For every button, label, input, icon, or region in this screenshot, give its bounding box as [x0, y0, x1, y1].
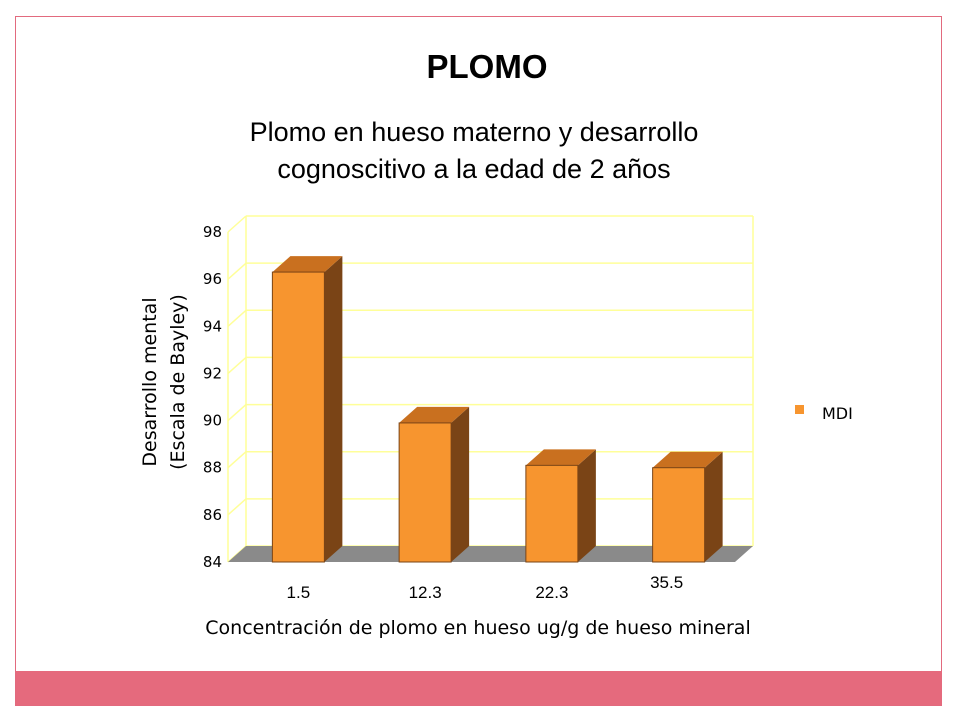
x-category-label: 35.5 [650, 573, 683, 592]
gridline-side [227, 262, 247, 280]
y-axis-title-line-2: (Escala de Bayley) [167, 294, 189, 470]
y-tick-label: 96 [203, 270, 222, 288]
gridline-side [227, 451, 247, 469]
gridline-side [227, 404, 247, 422]
x-axis-title: Concentración de plomo en hueso ug/g de … [205, 617, 750, 639]
slide-subtitle: Plomo en hueso materno y desarrollo cogn… [160, 114, 788, 188]
bar-top [525, 449, 596, 466]
y-tick-label: 94 [203, 317, 222, 335]
slide-bottom-band [16, 671, 942, 705]
y-axis-title-line-1: Desarrollo mental [139, 297, 161, 466]
y-tick-label: 90 [203, 412, 222, 430]
bar-top [652, 451, 723, 468]
x-category-label: 12.3 [409, 583, 442, 602]
bar-side [577, 449, 596, 562]
gridline-side [227, 215, 247, 233]
x-category-label: 22.3 [535, 583, 568, 602]
y-tick-label: 84 [203, 553, 222, 571]
slide-title: PLOMO [426, 48, 548, 85]
bar [271, 271, 325, 563]
legend-swatch [795, 405, 804, 414]
bar-side [451, 406, 470, 562]
bar-side [324, 256, 343, 562]
gridline-side [227, 309, 247, 327]
slide-frame [15, 16, 942, 706]
subtitle-line-2: cognoscitivo a la edad de 2 años [277, 154, 671, 184]
bar-top [399, 406, 470, 423]
y-tick-label: 98 [203, 223, 222, 241]
y-tick-label: 92 [203, 364, 222, 382]
chart-floor [228, 546, 753, 562]
legend-label: MDI [822, 404, 853, 423]
bar [652, 467, 706, 563]
x-category-label: 1.5 [287, 583, 311, 602]
subtitle-line-1: Plomo en hueso materno y desarrollo [249, 117, 699, 147]
gridline-side [227, 498, 247, 516]
gridline-side [227, 356, 247, 374]
bar [398, 422, 452, 563]
y-tick-label: 88 [203, 459, 222, 477]
bar-top [272, 256, 343, 273]
bar [525, 464, 579, 563]
bar-side [704, 451, 723, 562]
y-tick-label: 86 [203, 506, 222, 524]
